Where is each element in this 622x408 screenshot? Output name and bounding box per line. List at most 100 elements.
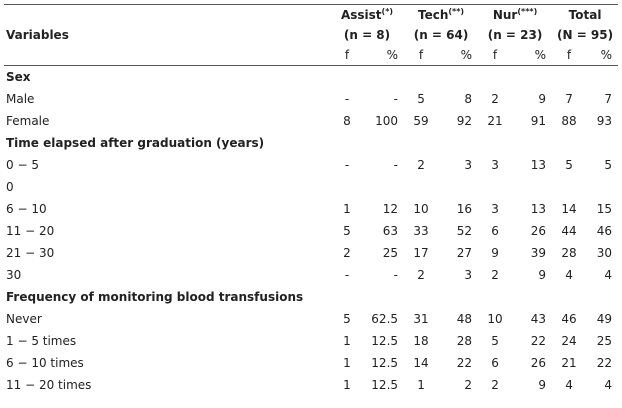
table-cell: 9 — [538, 92, 547, 106]
row-label: Male — [6, 92, 35, 106]
table-cell: 3 — [491, 158, 499, 172]
header-n-nur: (n = 23) — [487, 28, 543, 42]
table-cell: 3 — [464, 158, 473, 172]
table-cell — [404, 176, 438, 198]
table-cell: 2 — [491, 92, 499, 106]
table-cell: 1 — [417, 378, 425, 392]
table-cell: 5 — [491, 334, 499, 348]
table-cell: 9 — [538, 268, 547, 282]
header-row-n: Variables (n = 8) (n = 64) (n = 23) (N =… — [4, 25, 618, 45]
table-cell: - — [393, 268, 399, 282]
table-cell: - — [393, 158, 399, 172]
table-cell: 63 — [382, 224, 399, 238]
table-cell: 10 — [413, 202, 429, 216]
header-group-name: Tech — [417, 8, 449, 22]
table-cell: 33 — [413, 224, 429, 238]
table-row: 6 − 10 times 1 12.5 14 22 6 26 21 22 — [4, 352, 618, 374]
header-variables: Variables — [6, 28, 69, 42]
table-row: 11 − 20 5 63 33 52 6 26 44 46 — [4, 220, 618, 242]
table-cell: 5 — [604, 158, 613, 172]
table-cell — [552, 176, 586, 198]
table-cell: 24 — [561, 334, 577, 348]
table-row: Female 8 100 59 92 21 91 88 93 — [4, 110, 618, 132]
table-body: Assist(*) Tech(**) Nur(***) Total Variab… — [4, 4, 619, 397]
table-cell: 4 — [565, 378, 573, 392]
section-row: Time elapsed after graduation (years) — [4, 132, 618, 154]
table-cell: 3 — [464, 268, 473, 282]
table-row: 21 − 30 2 25 17 27 9 39 28 30 — [4, 242, 618, 264]
table-cell — [512, 176, 552, 198]
table-cell — [364, 176, 404, 198]
row-label: 11 − 20 times — [6, 378, 92, 392]
row-label: Female — [6, 114, 50, 128]
table-cell — [478, 176, 512, 198]
table-cell: 22 — [456, 356, 473, 370]
table-cell: 7 — [565, 92, 573, 106]
table-cell: 92 — [456, 114, 473, 128]
row-label: Never — [6, 312, 42, 326]
row-label: 0 — [6, 180, 14, 194]
table-cell: 16 — [456, 202, 473, 216]
header-blank — [4, 45, 330, 66]
table-cell: 91 — [530, 114, 547, 128]
table-cell: 52 — [456, 224, 473, 238]
header-group-total: Total — [552, 4, 619, 25]
table-cell: 30 — [596, 246, 613, 260]
header-sub-cell: % — [586, 45, 619, 66]
row-label: 6 − 10 — [6, 202, 47, 216]
table-cell: 48 — [456, 312, 473, 326]
table-cell: 1 — [343, 378, 351, 392]
table-cell: 18 — [413, 334, 429, 348]
section-title: Time elapsed after graduation (years) — [6, 136, 265, 150]
table-cell: 2 — [491, 378, 499, 392]
header-sub-cell: f — [404, 45, 439, 66]
header-n-tech: (n = 64) — [413, 28, 469, 42]
table-cell: 59 — [413, 114, 429, 128]
header-group-name: Total — [568, 8, 602, 22]
header-blank — [4, 4, 330, 25]
table-cell: 44 — [561, 224, 577, 238]
table-row: Never 5 62.5 31 48 10 43 46 49 — [4, 308, 618, 330]
table-cell: 8 — [464, 92, 473, 106]
header-group-nur: Nur(***) — [478, 4, 553, 25]
table-cell: 2 — [417, 268, 425, 282]
table-cell: 12.5 — [371, 356, 399, 370]
table-cell: 43 — [530, 312, 547, 326]
header-n-assist: (n = 8) — [343, 28, 391, 42]
table-cell: 4 — [565, 268, 573, 282]
section-title: Frequency of monitoring blood transfusio… — [6, 290, 304, 304]
table-cell: 26 — [530, 224, 547, 238]
header-group-sup: (**) — [448, 7, 465, 16]
header-group-name: Assist — [340, 8, 382, 22]
header-group-sup: (***) — [517, 7, 538, 16]
row-label: 21 − 30 — [6, 246, 55, 260]
header-sub-cell: f — [330, 45, 364, 66]
table-cell: 46 — [561, 312, 577, 326]
table-cell: 93 — [596, 114, 613, 128]
table-cell: 6 — [491, 224, 499, 238]
table-row: 30 - - 2 3 2 9 4 4 — [4, 264, 618, 286]
table-cell: 9 — [491, 246, 499, 260]
table-cell: 2 — [417, 158, 425, 172]
table-cell: 5 — [565, 158, 573, 172]
table-cell: 1 — [343, 202, 351, 216]
table-cell: 14 — [561, 202, 577, 216]
row-label: 0 − 5 — [6, 158, 39, 172]
table-cell: 4 — [604, 378, 613, 392]
table-cell: 2 — [491, 268, 499, 282]
header-sub-cell: f — [478, 45, 513, 66]
table-cell: 39 — [530, 246, 547, 260]
section-row: Frequency of monitoring blood transfusio… — [4, 286, 618, 308]
table-cell: 1 — [343, 334, 351, 348]
row-label: 1 − 5 times — [6, 334, 77, 348]
table-row: 11 − 20 times 1 12.5 1 2 2 9 4 4 — [4, 374, 618, 396]
table-cell: 12.5 — [371, 334, 399, 348]
header-row-sub: f % f % f % f % — [4, 45, 619, 66]
table-cell — [330, 176, 364, 198]
table-cell: 21 — [487, 114, 503, 128]
table-cell: 27 — [456, 246, 473, 260]
table-cell: 12.5 — [371, 378, 399, 392]
table-cell: 8 — [343, 114, 351, 128]
table-cell: - — [344, 268, 350, 282]
table-row: 6 − 10 1 12 10 16 3 13 14 15 — [4, 198, 618, 220]
